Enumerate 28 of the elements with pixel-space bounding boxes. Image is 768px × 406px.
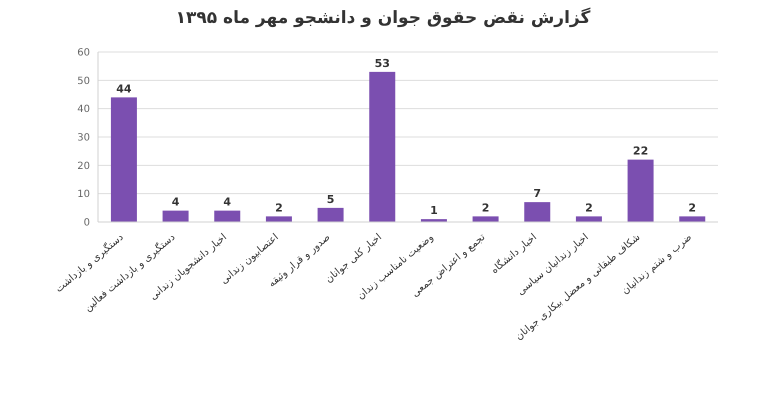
y-tick-label: 20 (77, 160, 90, 172)
y-tick-label: 0 (84, 218, 90, 229)
data-label: 5 (326, 192, 334, 206)
y-tick-label: 40 (77, 104, 90, 116)
data-label: 53 (374, 56, 390, 70)
y-tick-label: 50 (77, 76, 90, 87)
data-label: 4 (223, 196, 232, 209)
data-label: 1 (430, 204, 438, 218)
y-tick-label: 30 (77, 132, 90, 144)
y-tick-label: 60 (77, 48, 90, 59)
bar (369, 72, 396, 222)
bar (318, 208, 344, 222)
data-label: 2 (275, 201, 283, 214)
data-label: 2 (585, 201, 593, 214)
data-label: 44 (116, 82, 132, 96)
data-label: 22 (632, 144, 648, 158)
bar (524, 202, 550, 222)
bar (110, 97, 137, 222)
data-label: 2 (688, 201, 696, 214)
bar (214, 210, 240, 222)
bar (162, 210, 189, 222)
data-label: 2 (482, 201, 490, 214)
y-tick-label: 10 (77, 189, 90, 200)
bar (628, 160, 654, 222)
data-label: 4 (172, 196, 180, 209)
data-label: 7 (533, 187, 542, 200)
x-tick-label: اخبار دانشگاه (488, 231, 540, 276)
chart-title: گزارش نقض حقوق جوان و دانشجو مهر ماه ۱۳۹۵ (174, 8, 592, 30)
